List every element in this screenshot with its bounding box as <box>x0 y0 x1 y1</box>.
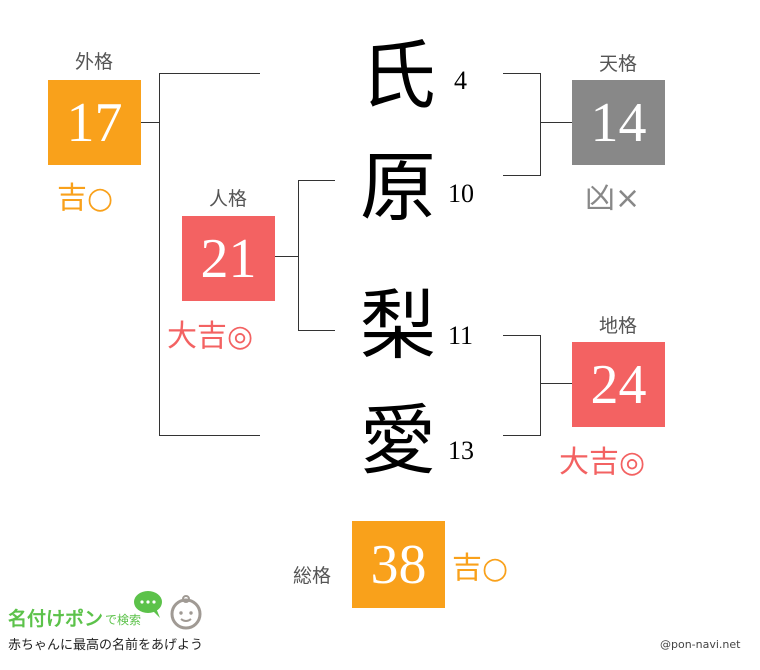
tagline: 赤ちゃんに最高の名前をあげよう <box>8 638 204 653</box>
chikaku-label: 地格 <box>598 315 637 337</box>
name-char-4: 愛 <box>360 396 436 485</box>
bracket-line <box>503 73 540 74</box>
jinkaku-bracket <box>298 180 299 331</box>
bracket-line <box>540 122 572 123</box>
bracket-line <box>503 435 540 436</box>
soukaku-fortune: 吉○ <box>452 551 509 586</box>
bracket-line <box>159 435 260 436</box>
bracket-line <box>274 256 298 257</box>
chikaku-fortune: 大吉◎ <box>559 445 646 480</box>
stroke-count-4: 13 <box>448 436 474 465</box>
stroke-count-2: 10 <box>448 179 474 208</box>
name-char-2: 原 <box>360 143 436 232</box>
jinkaku-fortune: 大吉◎ <box>167 319 254 354</box>
chikaku-bracket <box>540 335 541 436</box>
gaikaku-fortune: 吉○ <box>57 181 114 216</box>
tenkaku-fortune: 凶× <box>585 181 641 216</box>
logo[interactable]: 名付けポン で検索 <box>8 590 218 630</box>
logo-text: 名付けポン <box>8 608 104 630</box>
soukaku-value: 38 <box>352 521 445 608</box>
name-char-1: 氏 <box>360 31 436 120</box>
gaikaku-label: 外格 <box>74 51 113 73</box>
site-credit: @pon-navi.net <box>660 638 741 651</box>
bracket-line <box>298 180 335 181</box>
bracket-line <box>298 330 335 331</box>
bracket-line <box>540 383 572 384</box>
tenkaku-label: 天格 <box>598 53 637 75</box>
jinkaku-value: 21 <box>182 216 275 301</box>
bracket-line <box>503 175 540 176</box>
stroke-count-3: 11 <box>448 321 474 350</box>
name-char-3: 梨 <box>360 281 436 370</box>
jinkaku-label: 人格 <box>208 188 247 210</box>
chikaku-value: 24 <box>572 342 665 427</box>
gaikaku-bracket <box>159 73 160 436</box>
tenkaku-value: 14 <box>572 80 665 165</box>
bracket-line <box>159 73 260 74</box>
bracket-line <box>503 335 540 336</box>
tenkaku-bracket <box>540 73 541 176</box>
speech-bubble-icon <box>134 591 162 618</box>
bracket-line <box>140 122 159 123</box>
stroke-count-1: 4 <box>454 66 467 95</box>
soukaku-label: 総格 <box>292 565 331 587</box>
logo-suffix: で検索 <box>105 613 142 627</box>
baby-face-icon <box>170 595 202 630</box>
gaikaku-value: 17 <box>48 80 141 165</box>
